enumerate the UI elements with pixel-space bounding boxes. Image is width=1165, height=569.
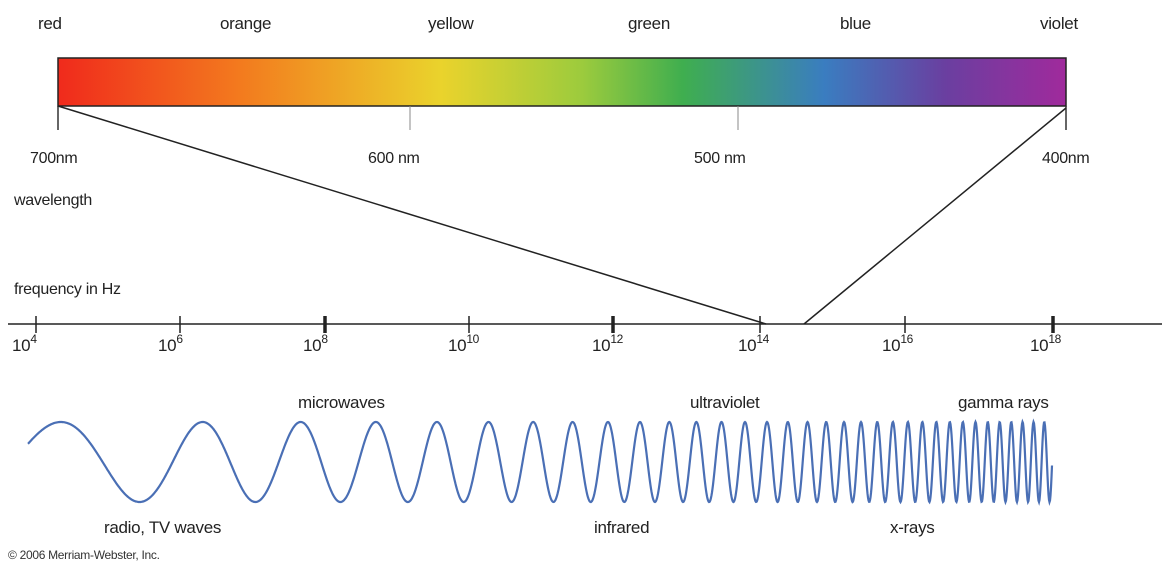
- region-x-rays: x-rays: [890, 518, 935, 537]
- frequency-tick-label: 104: [12, 332, 37, 355]
- frequency-ticks: [35, 316, 1055, 333]
- region-ultraviolet: ultraviolet: [690, 393, 760, 412]
- wavelength-tick-label: 600 nm: [368, 150, 420, 167]
- color-label-violet: violet: [1040, 14, 1078, 33]
- frequency-tick-label: 1012: [592, 332, 624, 355]
- color-label-red: red: [38, 14, 62, 33]
- frequency-tick-label: 106: [158, 332, 183, 355]
- wavelength-label: wavelength: [14, 192, 92, 209]
- em-wave: [27, 418, 1054, 507]
- color-label-blue: blue: [840, 14, 871, 33]
- frequency-tick-label: 1018: [1030, 332, 1062, 355]
- color-label-yellow: yellow: [428, 14, 474, 33]
- zoom-line-right: [803, 107, 1067, 325]
- frequency-tick-label: 1016: [882, 332, 914, 355]
- region-gamma-rays: gamma rays: [958, 393, 1049, 412]
- frequency-label: frequency in Hz: [14, 281, 121, 298]
- zoom-line-left: [57, 105, 767, 325]
- region-infrared: infrared: [594, 518, 650, 537]
- wavelength-tick-label: 400nm: [1042, 150, 1090, 167]
- color-label-orange: orange: [220, 14, 272, 33]
- frequency-tick-label: 1014: [738, 332, 770, 355]
- copyright-notice: © 2006 Merriam-Webster, Inc.: [8, 548, 160, 562]
- wavelength-tick-label: 700nm: [30, 150, 78, 167]
- visible-spectrum-bar: [57, 57, 1067, 107]
- region-microwaves: microwaves: [298, 393, 385, 412]
- region-radio-tv: radio, TV waves: [104, 518, 222, 537]
- color-label-green: green: [628, 14, 670, 33]
- wavelength-tick-label: 500 nm: [694, 150, 746, 167]
- frequency-tick-label: 108: [303, 332, 328, 355]
- frequency-tick-label: 1010: [448, 332, 480, 355]
